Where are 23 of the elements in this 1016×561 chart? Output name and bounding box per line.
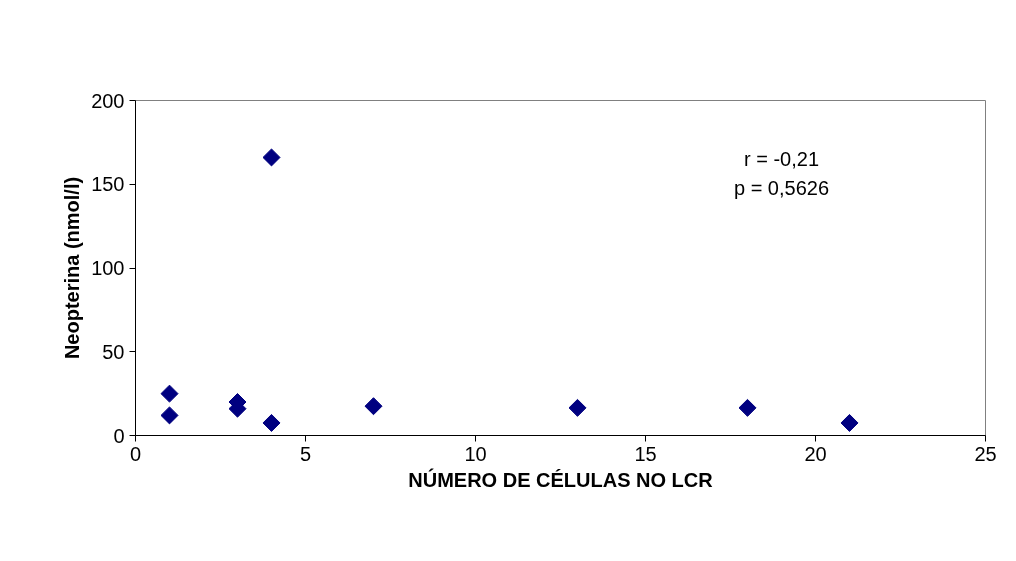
x-tick-label: 20 — [804, 442, 827, 465]
x-tick-label: 0 — [129, 442, 142, 465]
point — [738, 398, 757, 417]
point — [262, 148, 281, 167]
point — [262, 413, 281, 432]
x-tick-label: 25 — [974, 442, 997, 465]
y-tick-label: 200 — [91, 89, 125, 112]
x-axis-title: NÚMERO DE CÉLULAS NO LCR — [408, 467, 714, 491]
point — [160, 384, 179, 403]
point — [364, 397, 383, 416]
annotation: r = -0,21 — [743, 148, 820, 171]
x-tick-label: 5 — [299, 442, 312, 465]
x-tick-label: 10 — [464, 442, 487, 465]
point — [160, 406, 179, 425]
y-tick-label: 50 — [102, 340, 125, 363]
y-tick-label: 150 — [91, 173, 125, 196]
y-tick-label: 0 — [113, 424, 125, 447]
point — [840, 413, 859, 432]
x-tick-label: 15 — [634, 442, 657, 465]
y-axis-title: Neopterina (nmol/l) — [61, 176, 84, 360]
y-tick-label: 100 — [91, 257, 125, 279]
annotation: p = 0,5626 — [733, 176, 830, 199]
point — [568, 398, 587, 417]
